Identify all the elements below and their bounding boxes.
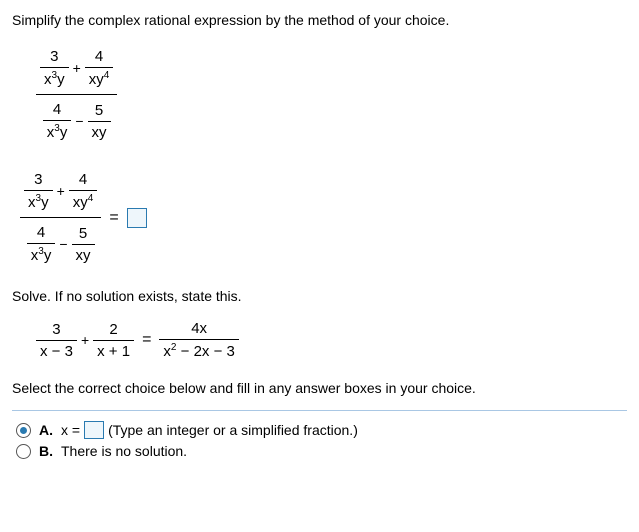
equals-sign: = [101,209,126,227]
frac-num: 4x [187,318,211,339]
frac-den: xy [88,122,111,143]
frac-den: xy4 [85,68,114,90]
plus-op: + [77,332,93,348]
frac-num: 4 [91,46,107,67]
frac-num: 3 [48,319,64,340]
q1-prompt: Simplify the complex rational expression… [12,12,627,28]
frac-den: xy4 [69,191,98,213]
choice-label: A. [39,422,53,438]
q1-display-expression: 3x3y + 4xy4 4x3y − 5xy [36,42,627,147]
frac-den: x3y [40,68,69,90]
q2-prompt: Solve. If no solution exists, state this… [12,288,627,304]
frac-den: x3y [24,191,53,213]
radio-icon[interactable] [16,423,31,438]
frac-num: 4 [49,99,65,120]
plus-op: + [53,183,69,199]
frac-den: x2 − 2x − 3 [159,340,238,362]
plus-op: + [69,60,85,76]
q1-input-expression: 3x3y + 4xy4 4x3y − 5xy = [20,165,627,270]
choice-a-input[interactable] [84,421,104,439]
frac-num: 5 [91,100,107,121]
frac-num: 2 [105,319,121,340]
radio-icon[interactable] [16,444,31,459]
q1-answer-input[interactable] [127,208,147,228]
minus-op: − [55,236,71,252]
minus-op: − [71,113,87,129]
choice-a[interactable]: A. x = (Type an integer or a simplified … [16,421,627,439]
frac-num: 3 [30,169,46,190]
frac-den: x + 1 [93,341,134,362]
choice-label: B. [39,443,53,459]
select-prompt: Select the correct choice below and fill… [12,380,627,396]
frac-num: 4 [75,169,91,190]
q2-expression: 3x − 3 + 2x + 1 = 4xx2 − 2x − 3 [36,318,627,362]
frac-den: x3y [43,121,72,143]
choice-a-post: (Type an integer or a simplified fractio… [108,422,358,438]
frac-num: 3 [46,46,62,67]
frac-den: x3y [27,244,56,266]
frac-num: 5 [75,223,91,244]
frac-den: xy [72,245,95,266]
equals-sign: = [134,331,159,349]
frac-den: x − 3 [36,341,77,362]
frac-num: 4 [33,222,49,243]
choice-b[interactable]: B. There is no solution. [16,443,627,459]
choice-b-text: There is no solution. [61,443,187,459]
choice-a-pre: x = [61,422,80,438]
